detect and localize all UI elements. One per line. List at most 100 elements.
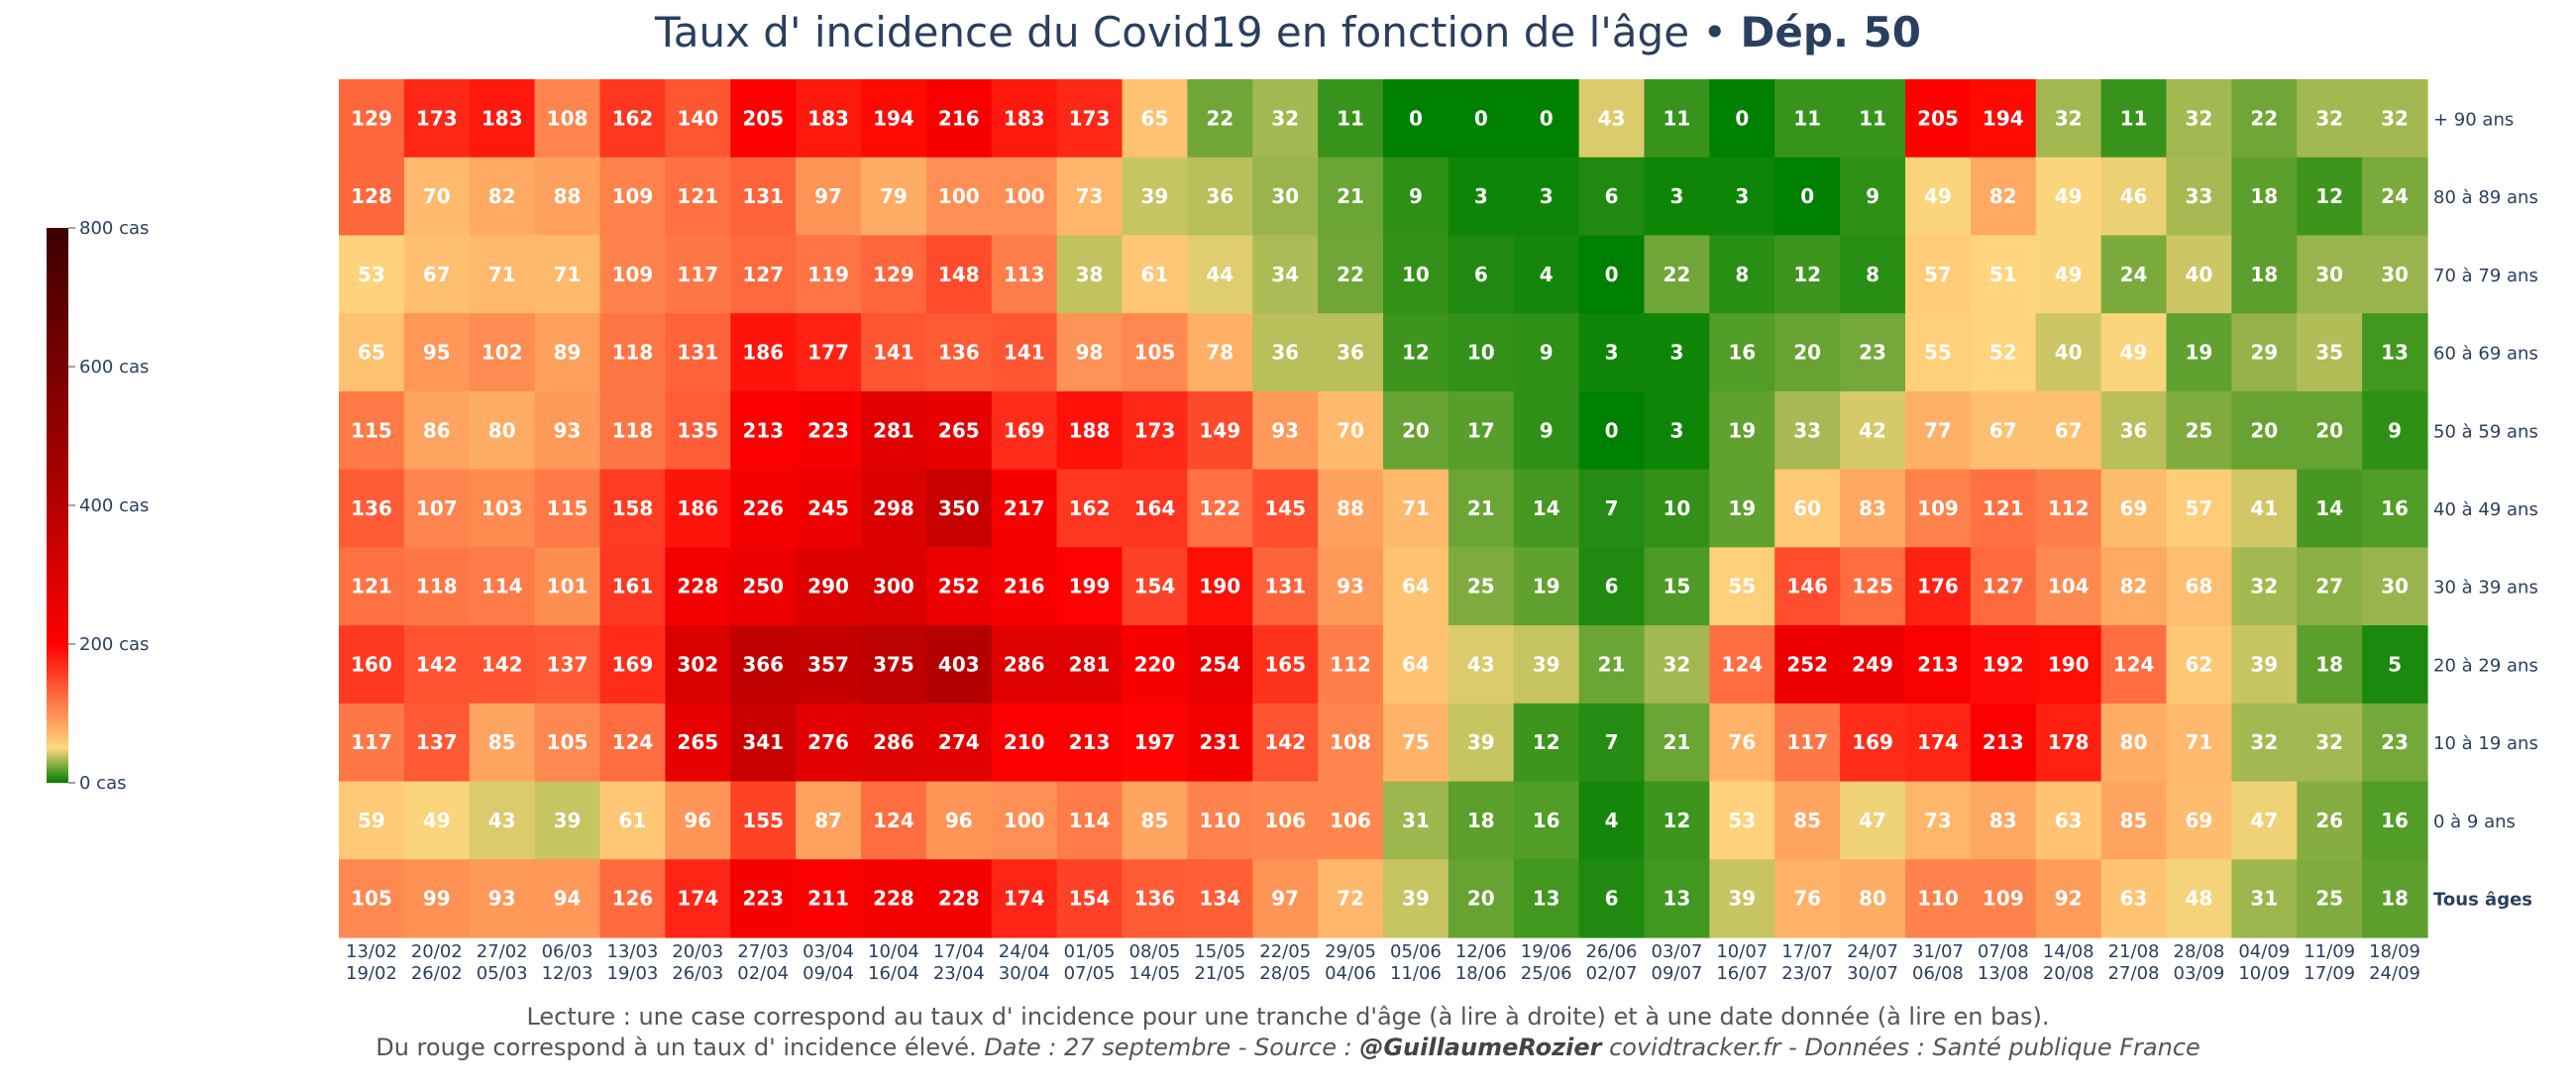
x-tick-label-end: 02/07 <box>1586 963 1638 984</box>
heatmap-cell <box>925 547 993 626</box>
heatmap-cell <box>1709 547 1775 626</box>
heatmap-cell <box>1252 625 1319 705</box>
heatmap-cell <box>2231 157 2298 237</box>
cell-value-label: 117 <box>677 263 718 286</box>
cell-value-label: 93 <box>488 887 516 911</box>
cell-value-label: 96 <box>945 809 973 832</box>
heatmap-cell <box>1187 703 1253 783</box>
heatmap-cell-labels: 129 173 183 108 162 140 205 183 194 216 183 173 65 22… <box>351 106 2409 910</box>
cell-value-label: 213 <box>1917 652 1959 676</box>
cell-value-label: 286 <box>873 730 914 754</box>
heatmap-cell <box>730 859 797 938</box>
heatmap-cell <box>2297 859 2363 938</box>
cell-value-label: 85 <box>2120 809 2148 832</box>
cell-value-label: 49 <box>2055 263 2083 286</box>
cell-value-label: 49 <box>423 809 451 832</box>
heatmap-cell <box>1840 859 1906 938</box>
heatmap-cell <box>1383 469 1449 548</box>
cell-value-label: 366 <box>742 652 784 676</box>
cell-value-label: 59 <box>358 809 385 832</box>
heatmap-cell <box>1644 157 1710 237</box>
cell-value-label: 21 <box>1337 184 1364 208</box>
cell-value-label: 190 <box>2048 652 2090 676</box>
heatmap-cell <box>1318 469 1384 548</box>
cell-value-label: 161 <box>612 575 654 599</box>
cell-value-label: 49 <box>2120 341 2148 365</box>
heatmap-cell <box>534 625 601 705</box>
heatmap-cell <box>1709 157 1775 237</box>
cell-value-label: 176 <box>1917 575 1959 599</box>
x-tick-label-end: 03/09 <box>2174 963 2225 984</box>
cell-value-label: 252 <box>938 575 980 599</box>
cell-value-label: 16 <box>1728 341 1756 365</box>
heatmap-cell <box>1056 547 1124 626</box>
heatmap-cell <box>1578 859 1646 938</box>
heatmap-cell <box>1318 235 1384 314</box>
cell-value-label: 80 <box>488 418 516 442</box>
heatmap-cell <box>1774 703 1841 783</box>
x-tick-label-start: 07/08 <box>1978 941 2029 962</box>
cell-value-label: 112 <box>2048 496 2090 520</box>
cell-value-label: 85 <box>1141 809 1169 832</box>
cell-value-label: 124 <box>1721 652 1763 676</box>
heatmap-cell <box>1840 313 1906 392</box>
heatmap-cell <box>1187 547 1253 626</box>
cell-value-label: 136 <box>1134 887 1176 911</box>
heatmap-cell <box>2035 390 2102 471</box>
x-tick-label-end: 09/04 <box>803 963 854 984</box>
heatmap-cell <box>665 781 731 860</box>
x-tick-label-start: 01/05 <box>1064 941 1116 962</box>
cell-value-label: 18 <box>2250 184 2278 208</box>
x-tick-label-start: 03/07 <box>1652 941 1703 962</box>
cell-value-label: 4 <box>1540 263 1554 286</box>
footer-reading-note: Lecture : une case correspond au taux d'… <box>0 1003 2576 1031</box>
heatmap-cell <box>1840 79 1906 159</box>
cell-value-label: 112 <box>1330 652 1371 676</box>
cell-value-label: 71 <box>1402 496 1430 520</box>
cell-value-label: 24 <box>2381 184 2409 208</box>
cell-value-label: 114 <box>1069 809 1111 832</box>
heatmap-cell <box>1383 703 1449 783</box>
cell-value-label: 177 <box>807 341 849 365</box>
heatmap-cell <box>2100 547 2168 626</box>
cell-value-label: 302 <box>677 652 718 676</box>
cell-value-label: 274 <box>938 730 980 754</box>
cell-value-label: 205 <box>1917 106 1959 130</box>
heatmap-cell <box>1709 390 1775 471</box>
heatmap-cell <box>1578 390 1646 471</box>
heatmap-cell <box>2231 625 2298 705</box>
heatmap-cell <box>925 703 993 783</box>
cell-value-label: 19 <box>2186 341 2213 365</box>
cell-value-label: 86 <box>423 418 451 442</box>
cell-value-label: 115 <box>547 496 589 520</box>
heatmap-cell <box>1970 625 2037 705</box>
heatmap-cell <box>1187 781 1253 860</box>
heatmap-cell <box>599 781 666 860</box>
cell-value-label: 146 <box>1786 575 1828 599</box>
cell-value-label: 12 <box>2315 184 2343 208</box>
cell-value-label: 65 <box>1141 106 1169 130</box>
cell-value-label: 137 <box>547 652 589 676</box>
cell-value-label: 61 <box>1141 263 1169 286</box>
cell-value-label: 92 <box>2055 887 2083 911</box>
heatmap-cell <box>991 703 1058 783</box>
cell-value-label: 99 <box>423 887 451 911</box>
heatmap-cell <box>1252 235 1319 314</box>
colorbar-gradient <box>47 228 68 783</box>
cell-value-label: 10 <box>1664 496 1691 520</box>
heatmap-cell <box>1709 235 1775 314</box>
heatmap-cell <box>469 235 536 314</box>
heatmap-cell <box>599 390 666 471</box>
heatmap-cell <box>796 547 862 626</box>
x-tick-label-start: 03/04 <box>803 941 854 962</box>
cell-value-label: 39 <box>1141 184 1169 208</box>
heatmap-cell <box>2166 859 2232 938</box>
cell-value-label: 4 <box>1605 809 1619 832</box>
heatmap-cell <box>1056 469 1124 548</box>
heatmap-cell <box>2035 469 2102 548</box>
cell-value-label: 217 <box>1004 496 1045 520</box>
heatmap-cell <box>1187 625 1253 705</box>
heatmap-cell <box>861 313 927 392</box>
cell-value-label: 57 <box>1924 263 1952 286</box>
cell-value-label: 13 <box>1533 887 1560 911</box>
